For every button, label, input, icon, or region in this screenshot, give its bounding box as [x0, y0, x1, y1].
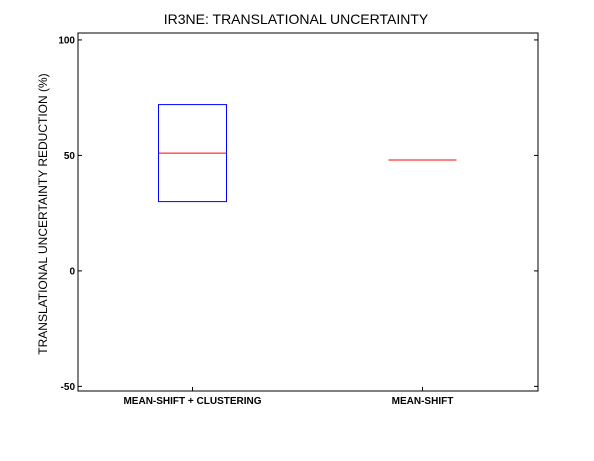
y-tick-label-2: 50	[64, 151, 76, 162]
chart-title: IR3NE: TRANSLATIONAL UNCERTAINTY	[164, 11, 429, 27]
y-tick-label-1: 0	[69, 266, 75, 277]
category-labels: MEAN-SHIFT + CLUSTERING MEAN-SHIFT	[123, 387, 453, 407]
plot-area-frame	[77, 32, 539, 392]
category-label-1: MEAN-SHIFT	[392, 396, 454, 407]
y-axis-ticks: -50 0 50 100	[58, 35, 538, 393]
boxes-group	[158, 104, 457, 203]
category-label-0: MEAN-SHIFT + CLUSTERING	[123, 396, 261, 407]
y-tick-label-3: 100	[58, 35, 75, 46]
y-tick-label-0: -50	[61, 382, 76, 393]
y-axis-label: TRANSLATIONAL UNCERTAINTY REDUCTION (%)	[36, 73, 50, 354]
